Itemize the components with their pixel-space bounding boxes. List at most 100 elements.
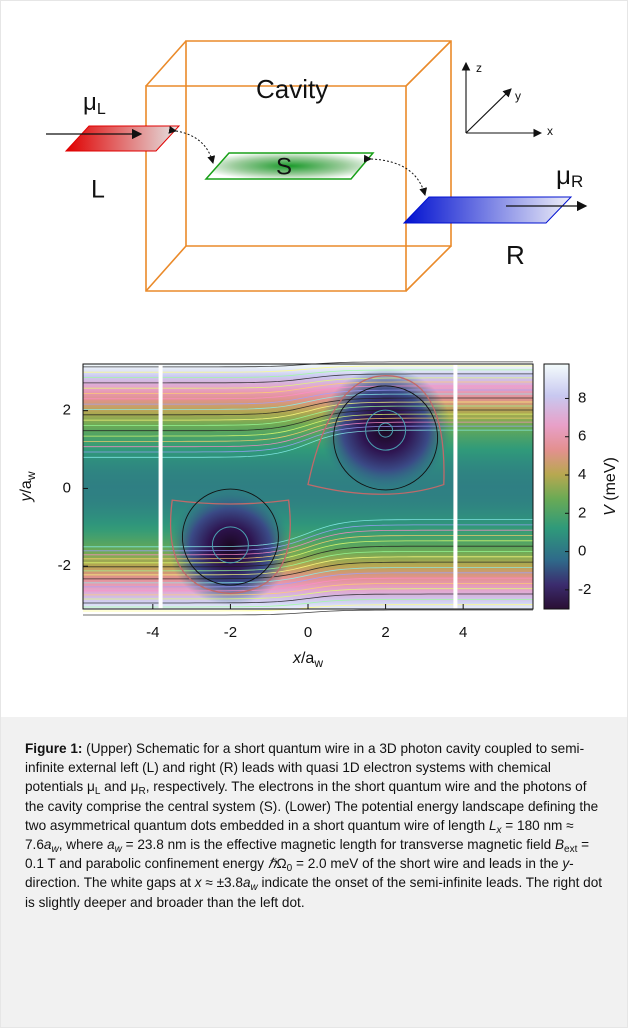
contour-line xyxy=(83,583,533,596)
contour-line xyxy=(83,556,533,576)
contour-line xyxy=(211,526,249,564)
colorbar-tick-label: 4 xyxy=(578,466,586,483)
x-tick-label: 0 xyxy=(304,624,312,641)
contour-line xyxy=(83,373,533,384)
contour-line xyxy=(83,405,533,426)
contour-line xyxy=(83,577,533,592)
caption-text: w xyxy=(114,844,122,856)
contour-line xyxy=(378,422,394,438)
x-tick-label: -4 xyxy=(146,624,159,641)
colorbar-tick-label: 2 xyxy=(578,504,586,521)
colorbar-tick-label: -2 xyxy=(578,581,591,598)
contour-line xyxy=(83,381,533,394)
caption-text: L xyxy=(488,817,497,833)
mu-left: μL xyxy=(83,89,106,118)
caption-text: = 23.8 nm is the effective magnetic leng… xyxy=(121,837,555,853)
contour-line xyxy=(83,377,533,389)
contour-line xyxy=(307,375,445,495)
right-lead xyxy=(402,196,573,224)
caption-text: Figure 1: xyxy=(25,741,83,756)
label-var: V xyxy=(602,504,619,516)
contour-line xyxy=(83,397,533,416)
label-unit: /a xyxy=(18,480,35,493)
caption-text: ≈ ±3.8 xyxy=(201,875,243,891)
contour-line xyxy=(83,599,533,608)
caption-text: , where xyxy=(58,837,108,853)
central-system xyxy=(204,152,375,180)
caption-text: -direction. The white gaps at xyxy=(25,856,574,891)
colorbar xyxy=(543,363,570,610)
label-sub: w xyxy=(313,656,323,670)
left-lead xyxy=(64,125,181,152)
mu-sub: R xyxy=(571,172,583,191)
left-label: L xyxy=(91,176,105,204)
caption-text: indicate the onset of the semi-infinite … xyxy=(25,875,603,910)
label-unit: (meV) xyxy=(602,457,619,505)
contour-line xyxy=(83,540,533,564)
contour-line xyxy=(83,385,533,400)
caption-text: = 180 nm ≈ 7.6 xyxy=(25,817,574,853)
contour-line xyxy=(83,588,533,600)
colorbar-tick-label: 6 xyxy=(578,428,586,445)
contour-line xyxy=(83,413,533,437)
x-tick-label: 4 xyxy=(459,624,467,641)
y-tick-label: 0 xyxy=(63,479,71,496)
caption-text: = 0.1 T and parabolic confinement energy xyxy=(25,837,590,872)
contour-line xyxy=(365,409,407,451)
colorbar-tick-label: 8 xyxy=(578,389,586,406)
caption-text: ℏ xyxy=(267,856,277,872)
caption-text: R xyxy=(138,786,146,798)
mu: μ xyxy=(83,89,97,116)
caption-text: Ω xyxy=(276,856,287,872)
contour-line xyxy=(83,389,533,405)
caption-text: and μ xyxy=(100,779,139,795)
contour-line xyxy=(181,488,279,586)
caption-text: B xyxy=(554,837,565,853)
contour-line xyxy=(83,545,533,568)
label-var: y xyxy=(18,493,35,503)
contour-line xyxy=(83,572,533,588)
axis-label: z xyxy=(476,61,482,75)
coupling-arrow xyxy=(363,154,428,196)
contour-line xyxy=(83,369,533,378)
potential-map xyxy=(83,364,533,609)
caption-text: a xyxy=(43,837,52,853)
label-unit: /a xyxy=(301,650,314,667)
y-tick-label: -2 xyxy=(58,557,71,574)
colorbar-label: V (meV) xyxy=(602,457,619,516)
coupling-arrow xyxy=(168,125,216,164)
caption-text: w xyxy=(51,844,59,856)
contour-line xyxy=(83,365,533,373)
contour-line xyxy=(83,529,533,556)
contour-line xyxy=(83,609,533,616)
caption-text: (Upper) Schematic for a short quantum wi… xyxy=(25,741,585,795)
x-tick-label: -2 xyxy=(224,624,237,641)
contour-line xyxy=(83,551,533,572)
axis-label: x/aw xyxy=(292,650,323,670)
colorbar-tick-label: 0 xyxy=(578,543,586,560)
axis-y xyxy=(465,88,512,134)
y-tick-label: 2 xyxy=(63,402,71,419)
contour-line xyxy=(83,535,533,560)
caption-text: y xyxy=(562,856,570,872)
contour-line xyxy=(83,519,533,548)
caption-text: L xyxy=(94,786,101,798)
contour-line xyxy=(83,593,533,604)
mu-sub: L xyxy=(97,101,106,118)
caption-text: ext xyxy=(564,844,578,856)
caption-text: 0 xyxy=(286,863,293,875)
contour-line xyxy=(83,401,533,421)
contour-line xyxy=(83,421,533,448)
cavity-box xyxy=(145,40,452,292)
label-sub: w xyxy=(24,471,38,481)
contour-line xyxy=(169,499,291,595)
contour-line xyxy=(83,567,533,584)
label-var: x xyxy=(292,650,302,667)
system-label: S xyxy=(276,153,292,180)
contour-line xyxy=(83,524,533,552)
caption-text: , respectively. The electrons in the sho… xyxy=(25,779,599,833)
contour-line xyxy=(83,417,533,442)
contour-line xyxy=(83,393,533,410)
